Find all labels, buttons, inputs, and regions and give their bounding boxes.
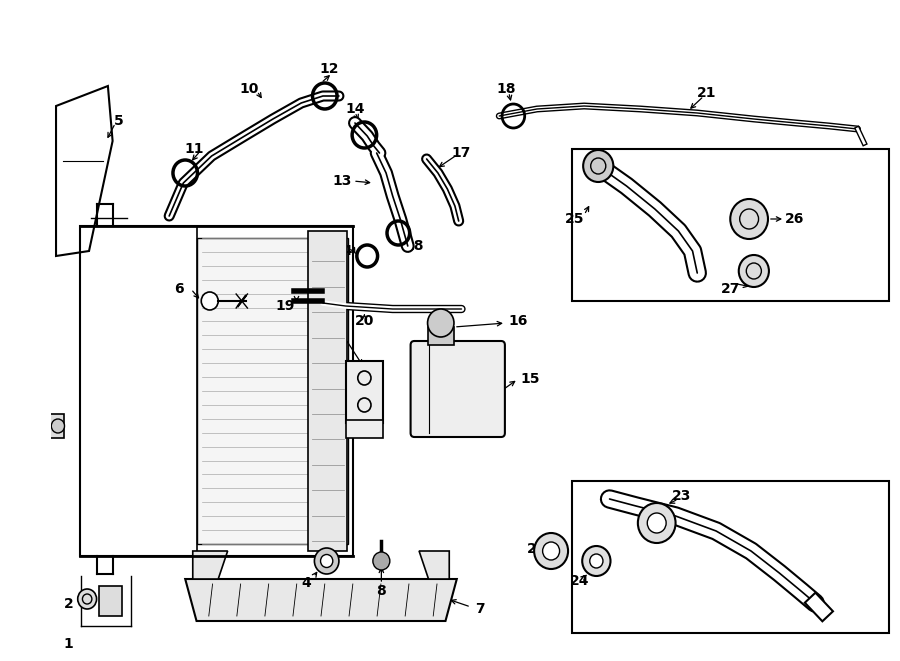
Circle shape	[739, 255, 769, 287]
Text: 13: 13	[332, 174, 351, 188]
Text: 21: 21	[697, 86, 716, 100]
Bar	[308, 231, 347, 551]
Circle shape	[51, 419, 65, 433]
Text: 20: 20	[355, 314, 374, 328]
Bar	[197, 238, 348, 544]
Bar	[346, 420, 383, 438]
Text: 2: 2	[63, 597, 73, 611]
Text: 3: 3	[337, 329, 347, 343]
Circle shape	[373, 552, 390, 570]
Circle shape	[320, 555, 333, 568]
Bar	[99, 586, 122, 616]
Circle shape	[77, 589, 96, 609]
Text: 14: 14	[346, 102, 365, 116]
Circle shape	[582, 546, 610, 576]
Circle shape	[647, 513, 666, 533]
Bar	[30, 414, 64, 438]
Text: 17: 17	[452, 146, 472, 160]
Circle shape	[428, 309, 454, 337]
Text: 19: 19	[275, 299, 295, 313]
Text: 6: 6	[174, 282, 184, 296]
Text: 12: 12	[320, 62, 339, 76]
Text: 5: 5	[114, 114, 124, 128]
Circle shape	[730, 199, 768, 239]
Bar	[572, 149, 888, 301]
Text: 10: 10	[239, 82, 259, 96]
Text: 14: 14	[334, 244, 354, 258]
Text: 11: 11	[184, 142, 204, 156]
Text: 7: 7	[475, 602, 485, 616]
Polygon shape	[193, 551, 228, 579]
Text: 25: 25	[565, 212, 584, 226]
Text: 24: 24	[570, 574, 590, 588]
Text: 18: 18	[496, 82, 516, 96]
Text: 22: 22	[527, 542, 546, 556]
Polygon shape	[185, 579, 457, 621]
Circle shape	[638, 503, 676, 543]
Text: 23: 23	[671, 489, 691, 503]
Polygon shape	[419, 551, 449, 579]
Bar	[428, 327, 454, 345]
Text: 15: 15	[520, 372, 540, 386]
Text: 16: 16	[508, 314, 527, 328]
Circle shape	[314, 548, 339, 574]
Circle shape	[590, 554, 603, 568]
Circle shape	[202, 292, 218, 310]
Bar	[572, 481, 888, 633]
Text: 1: 1	[63, 637, 73, 651]
Bar	[79, 226, 353, 556]
Text: 18: 18	[405, 239, 424, 253]
Text: 8: 8	[376, 584, 386, 598]
Bar	[79, 226, 197, 556]
FancyBboxPatch shape	[410, 341, 505, 437]
Text: 4: 4	[301, 576, 310, 590]
Text: 26: 26	[785, 212, 804, 226]
Bar	[346, 361, 383, 423]
Circle shape	[583, 150, 613, 182]
Text: 27: 27	[721, 282, 740, 296]
Circle shape	[543, 542, 560, 560]
Circle shape	[534, 533, 568, 569]
